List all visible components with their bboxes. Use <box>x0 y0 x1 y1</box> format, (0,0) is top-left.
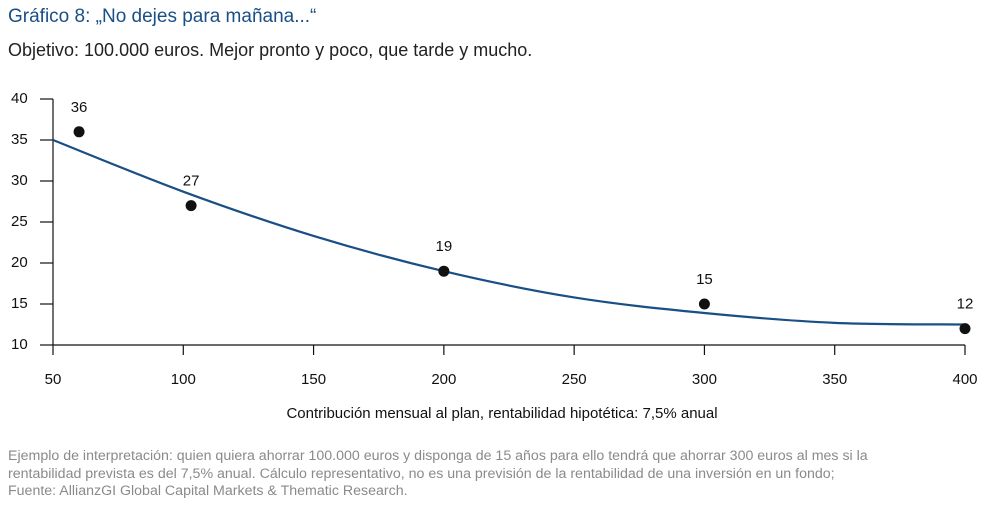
chart-subtitle: Objetivo: 100.000 euros. Mejor pronto y … <box>8 40 533 60</box>
y-tick-label: 15 <box>11 295 28 312</box>
footnote: Ejemplo de interpretación: quien quiera … <box>8 448 968 501</box>
y-tick-label: 30 <box>11 172 28 189</box>
x-tick-label: 200 <box>431 371 456 388</box>
y-tick-label: 25 <box>11 213 28 230</box>
data-label: 27 <box>183 173 200 190</box>
x-tick-label: 300 <box>692 371 717 388</box>
data-point <box>185 200 197 212</box>
data-label: 15 <box>696 271 713 288</box>
x-tick-label: 50 <box>45 371 62 388</box>
data-points-group: 36 27 19 15 12 <box>71 99 974 335</box>
data-point <box>959 323 971 335</box>
y-tick-label: 10 <box>11 336 28 353</box>
x-tick-label: 150 <box>301 371 326 388</box>
x-tick-label: 400 <box>952 371 977 388</box>
x-tick-label: 350 <box>822 371 847 388</box>
x-tick-label: 250 <box>562 371 587 388</box>
trend-line-group <box>52 138 966 326</box>
data-label: 19 <box>436 238 453 255</box>
footnote-line-3: Fuente: AllianzGI Global Capital Markets… <box>8 483 408 499</box>
x-tick-label: 100 <box>171 371 196 388</box>
data-label: 36 <box>71 99 88 116</box>
footnote-line-1: Ejemplo de interpretación: quien quiera … <box>8 448 868 464</box>
footnote-line-2: rentabilidad prevista es del 7,5% anual.… <box>8 465 835 482</box>
chart-axes: 10 15 20 25 30 35 40 50 100 150 200 250 300 350 400 <box>11 90 978 388</box>
trend-line <box>52 138 966 326</box>
chart: 10 15 20 25 30 35 40 50 100 150 200 250 300 350 400 36… <box>11 90 978 422</box>
data-point <box>698 298 710 310</box>
data-label: 12 <box>957 296 974 313</box>
y-tick-label: 20 <box>11 254 28 271</box>
data-point <box>73 126 85 138</box>
data-point <box>438 265 450 277</box>
y-tick-label: 40 <box>11 90 28 107</box>
x-axis-label: Contribución mensual al plan, rentabilid… <box>286 405 717 422</box>
y-tick-label: 35 <box>11 131 28 148</box>
chart-title: Gráfico 8: „No dejes para mañana...“ <box>8 6 317 27</box>
